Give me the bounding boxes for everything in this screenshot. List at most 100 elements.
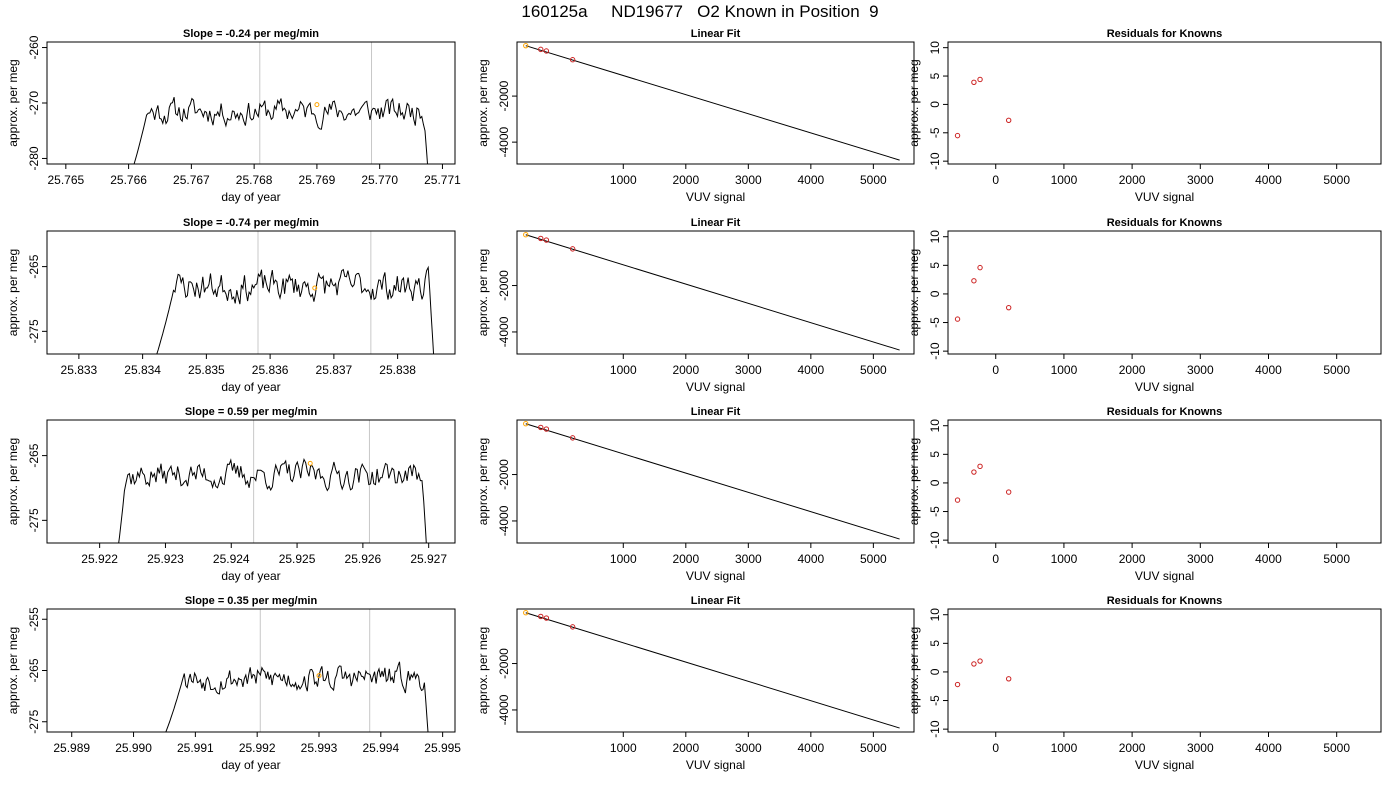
x-axis-label: VUV signal bbox=[686, 569, 745, 583]
panel-4-2: Linear Fit 1000 2000 3000 4000 5000 -2000 -4000… bbox=[476, 595, 915, 772]
x-tick-label: 4000 bbox=[1255, 552, 1282, 566]
panel-4-3: Residuals for Knowns 0 1000 2000 3000 4000 500… bbox=[907, 595, 1382, 772]
plot-frame bbox=[516, 41, 915, 165]
x-tick-label: 1000 bbox=[610, 173, 637, 187]
panel-title: Residuals for Knowns bbox=[1107, 406, 1223, 418]
x-axis-label: VUV signal bbox=[686, 380, 745, 394]
x-tick-label: 0 bbox=[992, 363, 999, 377]
panel-title: Slope = -0.24 per meg/min bbox=[183, 28, 319, 40]
x-tick-label: 1000 bbox=[1051, 363, 1078, 377]
x-axis-label: day of year bbox=[221, 380, 280, 394]
panel-4-1: Slope = 0.35 per meg/min 25.989 25.990 25.9… bbox=[6, 595, 461, 772]
x-tick-label: 25.771 bbox=[424, 173, 461, 187]
x-tick-label: 25.993 bbox=[301, 741, 338, 755]
y-tick-label: -2000 bbox=[497, 80, 511, 111]
x-tick-label: 1000 bbox=[1051, 741, 1078, 755]
data-point bbox=[569, 624, 576, 630]
panel-title: Linear Fit bbox=[691, 28, 741, 40]
y-axis-label: approx. per meg bbox=[907, 627, 921, 714]
data-point bbox=[523, 232, 529, 238]
panel-title: Linear Fit bbox=[691, 406, 741, 418]
x-tick-label: 25.769 bbox=[299, 173, 336, 187]
panel-title: Slope = -0.74 per meg/min bbox=[183, 217, 319, 229]
signal-series-line bbox=[118, 457, 427, 543]
y-tick-label: -10 bbox=[928, 531, 942, 549]
y-axis-label: approx. per meg bbox=[476, 249, 490, 336]
y-tick-label: -265 bbox=[27, 658, 41, 682]
panel-2-2: Linear Fit 1000 2000 3000 4000 5000 -2000 -4000… bbox=[476, 217, 915, 394]
data-point bbox=[971, 469, 977, 475]
plot-area bbox=[954, 76, 1012, 139]
plot-area bbox=[133, 42, 429, 164]
y-axis-label: approx. per meg bbox=[476, 59, 490, 146]
orange-marker-point bbox=[316, 673, 322, 679]
x-tick-label: 25.990 bbox=[115, 741, 152, 755]
y-tick-label: -4000 bbox=[497, 505, 511, 536]
y-tick-label: -265 bbox=[27, 254, 41, 278]
plot-frame bbox=[46, 230, 456, 355]
x-tick-label: 3000 bbox=[735, 363, 762, 377]
y-tick-label: 5 bbox=[928, 640, 942, 647]
y-tick-label: -4000 bbox=[497, 316, 511, 347]
fit-line bbox=[525, 423, 900, 540]
y-tick-label: -275 bbox=[27, 508, 41, 532]
plot-frame bbox=[46, 41, 456, 165]
panel-2-1: Slope = -0.74 per meg/min 25.833 25.834 25.… bbox=[6, 217, 456, 394]
x-tick-label: 2000 bbox=[672, 552, 699, 566]
panel-1-1: Slope = -0.24 per meg/min 25.765 25.766 25.… bbox=[6, 28, 461, 204]
data-point bbox=[569, 435, 576, 441]
plot-area bbox=[523, 232, 900, 351]
plot-area bbox=[523, 421, 900, 540]
orange-marker-point bbox=[312, 285, 318, 291]
x-tick-label: 25.836 bbox=[252, 363, 289, 377]
data-point bbox=[954, 681, 961, 688]
x-tick-label: 25.922 bbox=[81, 552, 118, 566]
y-tick-label: -10 bbox=[928, 152, 942, 170]
y-tick-label: 0 bbox=[928, 290, 942, 297]
x-tick-label: 2000 bbox=[672, 173, 699, 187]
x-axis-label: VUV signal bbox=[1135, 190, 1194, 204]
y-tick-label: -260 bbox=[27, 35, 41, 59]
data-point bbox=[971, 278, 977, 284]
plot-area bbox=[523, 42, 900, 161]
data-point bbox=[977, 463, 983, 470]
x-tick-label: 25.838 bbox=[379, 363, 416, 377]
x-tick-label: 25.833 bbox=[61, 363, 98, 377]
panel-3-3: Residuals for Knowns 0 1000 2000 3000 4000 500… bbox=[907, 406, 1382, 583]
y-tick-label: -10 bbox=[928, 342, 942, 360]
x-tick-label: 2000 bbox=[1119, 363, 1146, 377]
y-tick-label: -4000 bbox=[497, 694, 511, 725]
plot-frame bbox=[46, 608, 456, 733]
panel-2-3: Residuals for Knowns 0 1000 2000 3000 4000 500… bbox=[907, 217, 1382, 394]
y-tick-label: -5 bbox=[928, 695, 942, 706]
panel-title: Residuals for Knowns bbox=[1107, 28, 1223, 40]
y-axis-label: approx. per meg bbox=[476, 627, 490, 714]
y-tick-label: 10 bbox=[928, 41, 942, 55]
data-point bbox=[977, 658, 983, 664]
y-tick-label: -265 bbox=[27, 443, 41, 467]
data-point bbox=[569, 246, 576, 252]
x-tick-label: 25.995 bbox=[424, 741, 461, 755]
y-tick-label: -275 bbox=[27, 709, 41, 733]
data-point bbox=[977, 264, 983, 271]
y-tick-label: 10 bbox=[928, 230, 942, 244]
plot-frame bbox=[947, 608, 1382, 733]
data-point bbox=[954, 497, 961, 503]
x-tick-label: 5000 bbox=[860, 552, 887, 566]
y-axis-label: approx. per meg bbox=[907, 59, 921, 146]
x-tick-label: 3000 bbox=[735, 173, 762, 187]
x-tick-label: 5000 bbox=[860, 173, 887, 187]
y-axis-label: approx. per meg bbox=[907, 438, 921, 525]
plot-frame bbox=[46, 419, 456, 544]
data-point bbox=[538, 424, 544, 431]
x-axis-label: VUV signal bbox=[1135, 758, 1194, 772]
y-tick-label: -10 bbox=[928, 720, 942, 738]
y-axis-label: approx. per meg bbox=[6, 438, 20, 525]
x-tick-label: 0 bbox=[992, 741, 999, 755]
data-point bbox=[971, 79, 977, 85]
plot-frame bbox=[947, 230, 1382, 355]
y-axis-label: approx. per meg bbox=[907, 249, 921, 336]
plot-area bbox=[165, 609, 429, 732]
data-point bbox=[523, 421, 529, 427]
